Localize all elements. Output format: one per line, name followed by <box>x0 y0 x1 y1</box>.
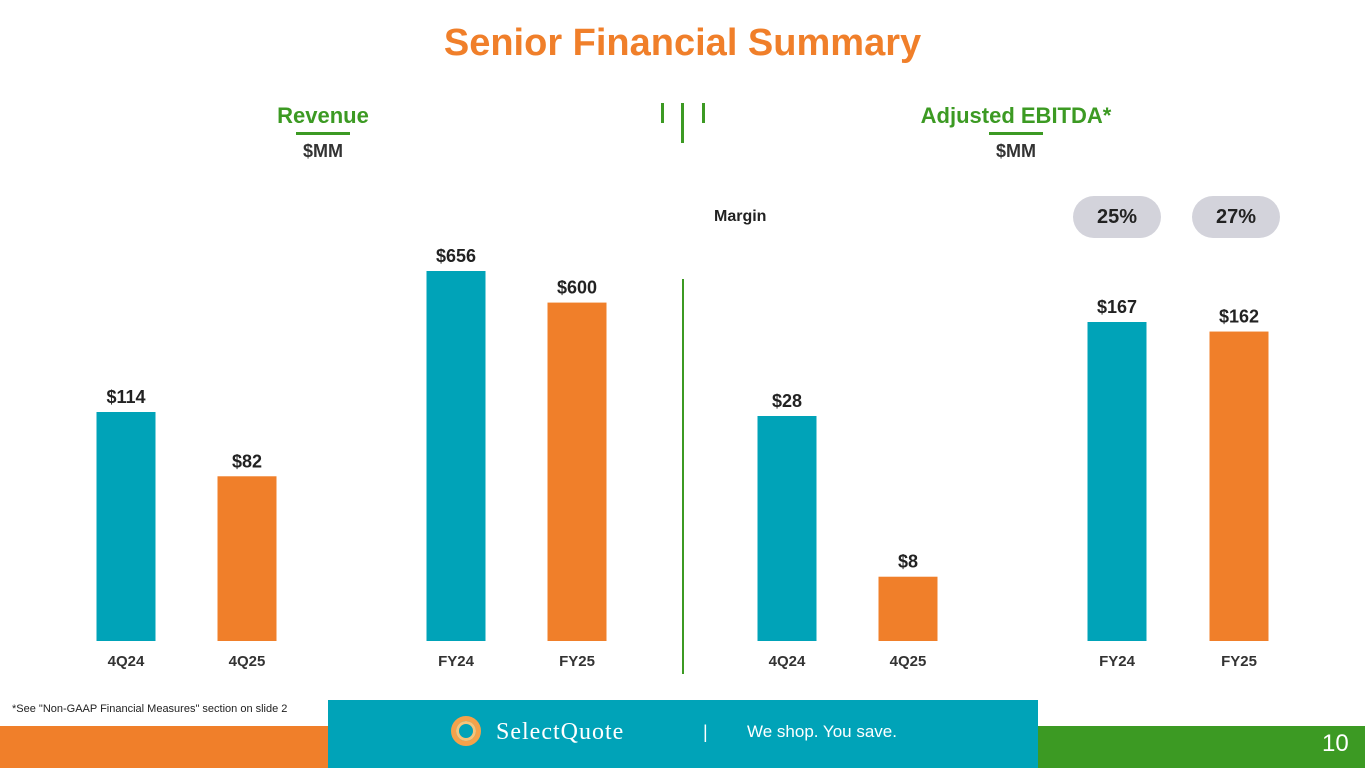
ebitda-heading-block: Adjusted EBITDA* $MM <box>905 103 1127 162</box>
revenue-bar-4q25 <box>217 476 277 641</box>
page-number: 10 <box>1322 730 1349 757</box>
footer-band-teal <box>328 700 1038 768</box>
footnote: *See "Non-GAAP Financial Measures" secti… <box>12 703 288 715</box>
ebitda-value-label-4q25: $8 <box>898 552 918 572</box>
footer-separator: | <box>703 722 708 742</box>
revenue-value-label-4q25: $82 <box>232 451 262 471</box>
ebitda-category-label-4q24: 4Q24 <box>769 653 806 670</box>
revenue-bar-fy25 <box>547 302 607 641</box>
ebitda-heading: Adjusted EBITDA* <box>920 103 1112 128</box>
margin-pill-fy25: 27% <box>1192 196 1280 238</box>
footer-band-green <box>1038 726 1365 768</box>
revenue-category-label-4q24: 4Q24 <box>108 653 145 670</box>
decor-tick-left <box>661 103 664 123</box>
revenue-value-label-fy24: $656 <box>436 246 476 266</box>
ebitda-heading-underline <box>989 132 1043 135</box>
revenue-heading-block: Revenue $MM <box>263 103 383 162</box>
revenue-bar-4q24 <box>96 412 156 641</box>
revenue-category-label-fy25: FY25 <box>559 653 595 670</box>
brand-name: SelectQuote <box>496 719 625 745</box>
decor-tick-right <box>702 103 705 123</box>
ebitda-value-label-fy24: $167 <box>1097 297 1137 317</box>
revenue-value-label-fy25: $600 <box>557 278 597 298</box>
ebitda-bar-fy25 <box>1209 331 1269 641</box>
ebitda-category-label-4q25: 4Q25 <box>890 653 927 670</box>
margin-label: Margin <box>714 208 767 225</box>
revenue-category-label-4q25: 4Q25 <box>229 653 266 670</box>
selectquote-logo-icon <box>451 716 481 746</box>
decor-tick-center <box>681 103 684 143</box>
revenue-category-label-fy24: FY24 <box>438 653 475 670</box>
footer-band-orange <box>0 726 328 768</box>
revenue-value-label-4q24: $114 <box>106 387 145 407</box>
bar-charts: $114 4Q24 $82 4Q25 $656 FY24 $600 FY25 $28 4Q24 $8… <box>96 246 1269 674</box>
ebitda-bar-fy24 <box>1087 322 1147 641</box>
ebitda-value-label-4q24: $28 <box>772 391 802 411</box>
revenue-heading: Revenue <box>277 103 369 128</box>
ebitda-unit: $MM <box>996 141 1036 161</box>
margin-pill-fy24: 25% <box>1073 196 1161 238</box>
revenue-bar-fy24 <box>426 271 486 641</box>
ebitda-value-label-fy25: $162 <box>1219 307 1259 327</box>
ebitda-category-label-fy25: FY25 <box>1221 653 1257 670</box>
revenue-heading-underline <box>296 132 350 135</box>
ebitda-category-label-fy24: FY24 <box>1099 653 1136 670</box>
footer-tagline: We shop. You save. <box>747 722 897 741</box>
revenue-unit: $MM <box>303 141 343 161</box>
ebitda-bar-4q24 <box>757 416 817 641</box>
slide-title: Senior Financial Summary <box>443 22 922 64</box>
ebitda-bar-4q25 <box>878 576 938 641</box>
